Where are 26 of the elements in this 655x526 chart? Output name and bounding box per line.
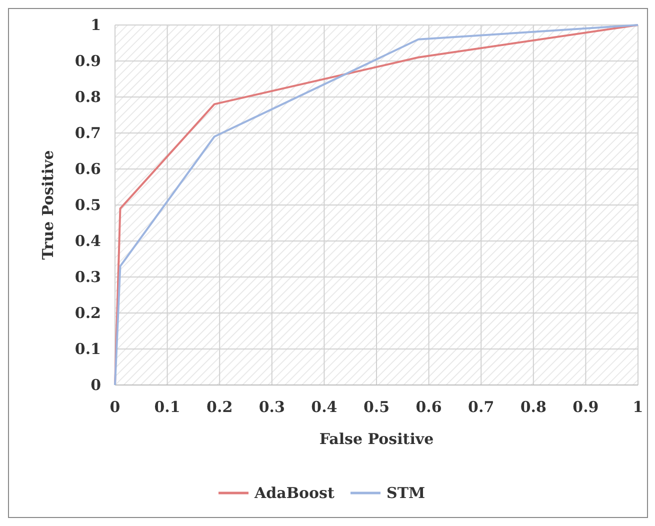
- y-tick-label: 0.5: [74, 196, 101, 214]
- x-tick-label: 0.1: [154, 398, 180, 416]
- x-tick-label: 1: [632, 398, 644, 416]
- y-tick-label: 0.6: [74, 160, 101, 178]
- x-tick-label: 0.8: [520, 398, 546, 416]
- y-tick-label: 0.1: [74, 340, 101, 358]
- legend-label: STM: [386, 484, 426, 502]
- x-tick-label: 0.6: [416, 398, 442, 416]
- y-tick-label: 0.3: [74, 268, 101, 286]
- x-tick-label: 0: [110, 398, 120, 416]
- y-axis-title: True Positive: [39, 150, 57, 260]
- x-tick-label: 0.9: [572, 398, 599, 416]
- x-tick-label: 0.5: [363, 398, 390, 416]
- x-tick-label: 0.2: [206, 398, 233, 416]
- y-tick-label: 0.4: [74, 232, 101, 250]
- y-tick-label: 0: [90, 376, 101, 394]
- y-tick-label: 1: [90, 16, 101, 34]
- y-tick-label: 0.9: [74, 52, 101, 70]
- y-tick-label: 0.7: [74, 124, 101, 142]
- x-axis-title: False Positive: [319, 430, 434, 448]
- x-tick-label: 0.4: [311, 398, 338, 416]
- y-tick-label: 0.8: [74, 88, 101, 106]
- y-tick-label: 0.2: [74, 304, 101, 322]
- x-tick-label: 0.7: [468, 398, 494, 416]
- legend-label: AdaBoost: [254, 484, 334, 502]
- x-tick-label: 0.3: [258, 398, 285, 416]
